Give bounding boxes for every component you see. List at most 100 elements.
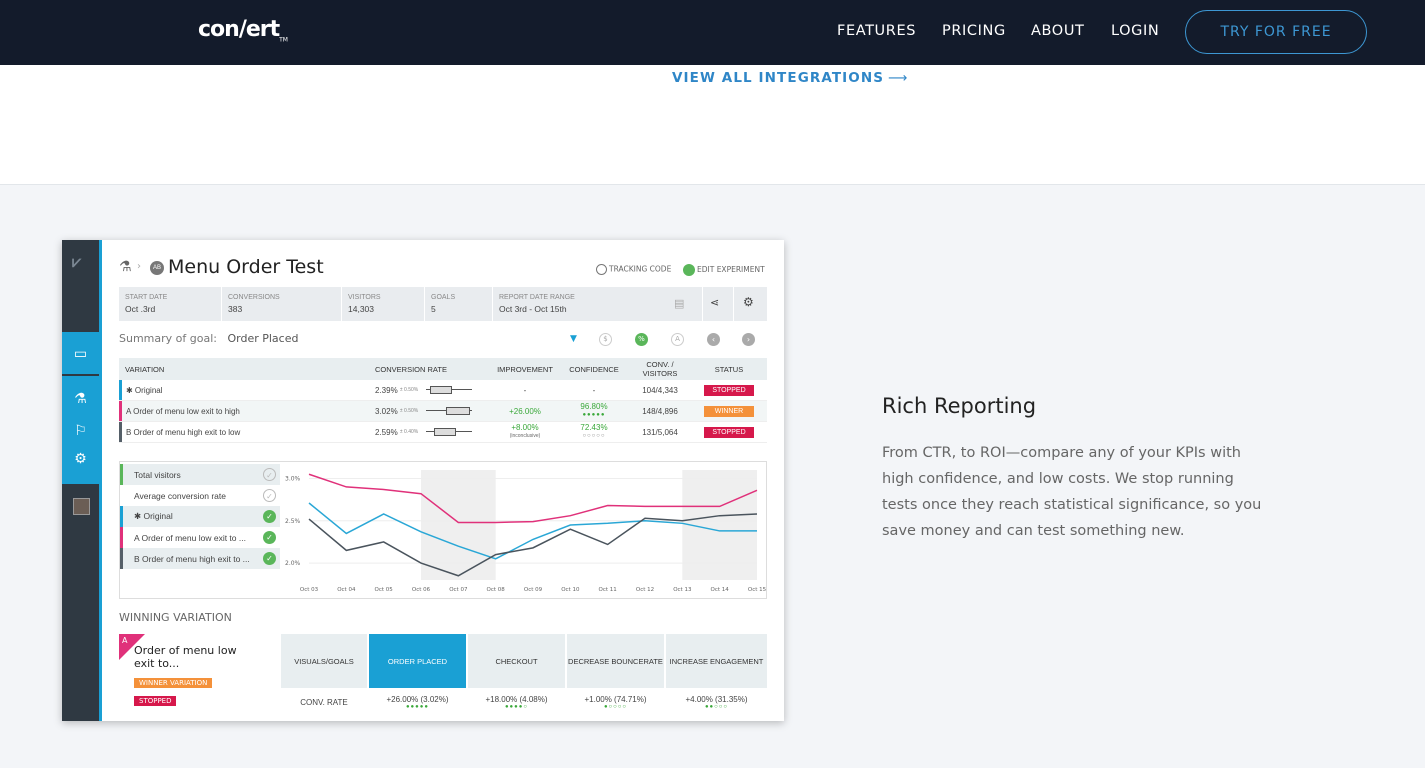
table-row[interactable]: B Order of menu high exit to low 2.59% ±… (119, 422, 767, 443)
check-icon: ✓ (263, 468, 276, 481)
header-conv-visitors: CONV. / VISITORS (642, 360, 678, 378)
goal-increase-engagement[interactable]: INCREASE ENGAGEMENT (666, 634, 767, 688)
header-confidence: CONFIDENCE (569, 364, 619, 374)
conv-visitors: 131/5,064 (642, 427, 678, 437)
legend-variation-b[interactable]: B Order of menu high exit to ... ✓ (120, 548, 280, 569)
goal-select[interactable]: Order Placed (227, 332, 299, 345)
feature-title: Rich Reporting (882, 394, 1037, 418)
report-screenshot: ⩗ ▭ ⚗ ⚐ ⚙ ⚗ › AB Menu Order Test TRACKIN… (62, 240, 784, 721)
convert-logo[interactable]: con/ertTM (198, 17, 288, 44)
chevron-down-icon[interactable]: ▼ (570, 334, 577, 344)
goal-checkout[interactable]: CHECKOUT (468, 634, 565, 688)
check-icon: ✓ (263, 531, 276, 544)
view-all-integrations-link[interactable]: VIEW ALL INTEGRATIONS ⟶ (672, 70, 909, 86)
series-line-0 (308, 473, 758, 524)
boxplot (426, 386, 473, 394)
share-icon[interactable]: ⋖ (710, 296, 720, 309)
improvement: - (523, 385, 527, 395)
winning-variation-table: A Order of menu low exit to... WINNER VA… (119, 634, 767, 721)
integrations-section: VIEW ALL INTEGRATIONS ⟶ (0, 65, 1425, 185)
confidence: - (592, 385, 596, 395)
sidebar-accent (99, 240, 102, 721)
info-visitors: VISITORS 14,303 (348, 294, 381, 314)
settings-icon[interactable]: ⚙ (743, 295, 754, 309)
goal-value: +26.00% (3.02%) ●●●●● (386, 694, 449, 710)
legend-total-visitors[interactable]: Total visitors ✓ (120, 464, 280, 485)
winner-letter: A (122, 636, 128, 645)
status-badge: STOPPED (704, 384, 754, 396)
x-tick-label: Oct 12 (636, 587, 654, 593)
header-variation: VARIATION (125, 364, 165, 374)
nav-pricing[interactable]: PRICING (942, 23, 1006, 39)
page-title: Menu Order Test (168, 256, 324, 278)
confidence-dots: ●●●●● (582, 412, 606, 418)
dollar-icon[interactable]: $ (599, 333, 612, 346)
legend-variation-a[interactable]: A Order of menu low exit to ... ✓ (120, 527, 280, 548)
winner-card[interactable]: A Order of menu low exit to... WINNER VA… (119, 634, 279, 721)
copy-icon[interactable]: ▤ (674, 297, 685, 310)
flask-icon: ⚗ (74, 390, 87, 406)
percent-icon[interactable]: % (635, 333, 648, 346)
variation-name: B Order of menu high exit to low (126, 427, 241, 437)
rate-error: ± 0.40% (399, 429, 419, 435)
avatar (73, 498, 90, 515)
status-badge: STOPPED (704, 426, 754, 438)
info-date-range[interactable]: REPORT DATE RANGE Oct 3rd - Oct 15th (499, 294, 575, 314)
status-badge: WINNER (704, 405, 754, 417)
table-row[interactable]: ✱ Original 2.39% ± 0.50% - - 104/4,343 S… (119, 380, 767, 401)
nav-about[interactable]: ABOUT (1031, 23, 1085, 39)
visuals-goals-header: VISUALS/GOALS (281, 634, 367, 688)
y-tick-label: 2.0% (285, 560, 301, 567)
code-icon (596, 264, 607, 275)
sidebar-folder: ▭ (62, 332, 99, 374)
experiment-info-bar: START DATE Oct .3rd CONVERSIONS 383 VISITO… (119, 287, 767, 321)
next-icon[interactable]: › (742, 333, 755, 346)
app-sidebar: ⩗ ▭ ⚗ ⚐ ⚙ (62, 240, 102, 721)
flask-icon: ⚗ (119, 259, 132, 275)
gear-icon: ⚙ (74, 450, 87, 466)
edit-experiment-link[interactable]: EDIT EXPERIMENT (683, 264, 765, 276)
x-tick-label: Oct 05 (375, 587, 394, 593)
variation-name: ✱ Original (126, 385, 163, 395)
table-header: VARIATION CONVERSION RATE IMPROVEMENT CO… (119, 358, 767, 380)
series-line-1 (308, 502, 757, 560)
ab-badge: AB (150, 261, 164, 275)
folder-icon: ▭ (73, 345, 88, 361)
info-start-date: START DATE Oct .3rd (125, 294, 168, 314)
weekend-band (682, 470, 757, 580)
boxplot (426, 428, 473, 436)
conv-visitors: 148/4,896 (642, 406, 678, 416)
header-improvement: IMPROVEMENT (497, 364, 553, 374)
table-row[interactable]: A Order of menu low exit to high 3.02% ±… (119, 401, 767, 422)
tracking-code-link[interactable]: TRACKING CODE (596, 264, 671, 275)
sidebar-tools: ⚗ ⚐ ⚙ (62, 376, 99, 484)
improvement: +26.00% (509, 406, 541, 416)
y-tick-label: 2.5% (285, 518, 301, 525)
prev-icon[interactable]: ‹ (707, 333, 720, 346)
legend-average-rate[interactable]: Average conversion rate ✓ (120, 485, 280, 506)
nav-login[interactable]: LOGIN (1111, 23, 1160, 39)
conversion-rate: 2.39% (375, 385, 398, 395)
x-tick-label: Oct 15 (748, 587, 767, 593)
goal-decrease-bouncerate[interactable]: DECREASE BOUNCERATE (567, 634, 664, 688)
header-conversion-rate: CONVERSION RATE (375, 364, 447, 374)
chevron-right-icon: › (137, 261, 141, 272)
line-chart: 3.0% 2.5% 2.0% Oct 03 Oct 04 Oct 05 Oct 06 Oct … (285, 470, 767, 593)
goal-value: +1.00% (74.71%) ●○○○○ (584, 694, 647, 710)
confidence: 72.43% (580, 423, 608, 432)
confidence: 96.80% (580, 402, 608, 411)
legend-original[interactable]: ✱ Original ✓ (120, 506, 280, 527)
conv-visitors: 104/4,343 (642, 385, 678, 395)
x-tick-label: Oct 07 (449, 587, 468, 593)
try-for-free-button[interactable]: TRY FOR FREE (1185, 10, 1367, 54)
nav-features[interactable]: FEATURES (837, 23, 917, 39)
winner-name: Order of menu low exit to... (134, 644, 237, 670)
goal-value: +18.00% (4.08%) ●●●●○ (485, 694, 548, 710)
a-icon[interactable]: A (671, 333, 684, 346)
goal-order-placed[interactable]: ORDER PLACED (369, 634, 466, 688)
winner-badge: WINNER VARIATION (134, 678, 213, 688)
x-tick-label: Oct 04 (337, 587, 356, 593)
conversion-rate: 3.02% (375, 406, 398, 416)
goal-value: +4.00% (31.35%) ●●○○○ (685, 694, 748, 710)
check-icon: ✓ (263, 552, 276, 565)
